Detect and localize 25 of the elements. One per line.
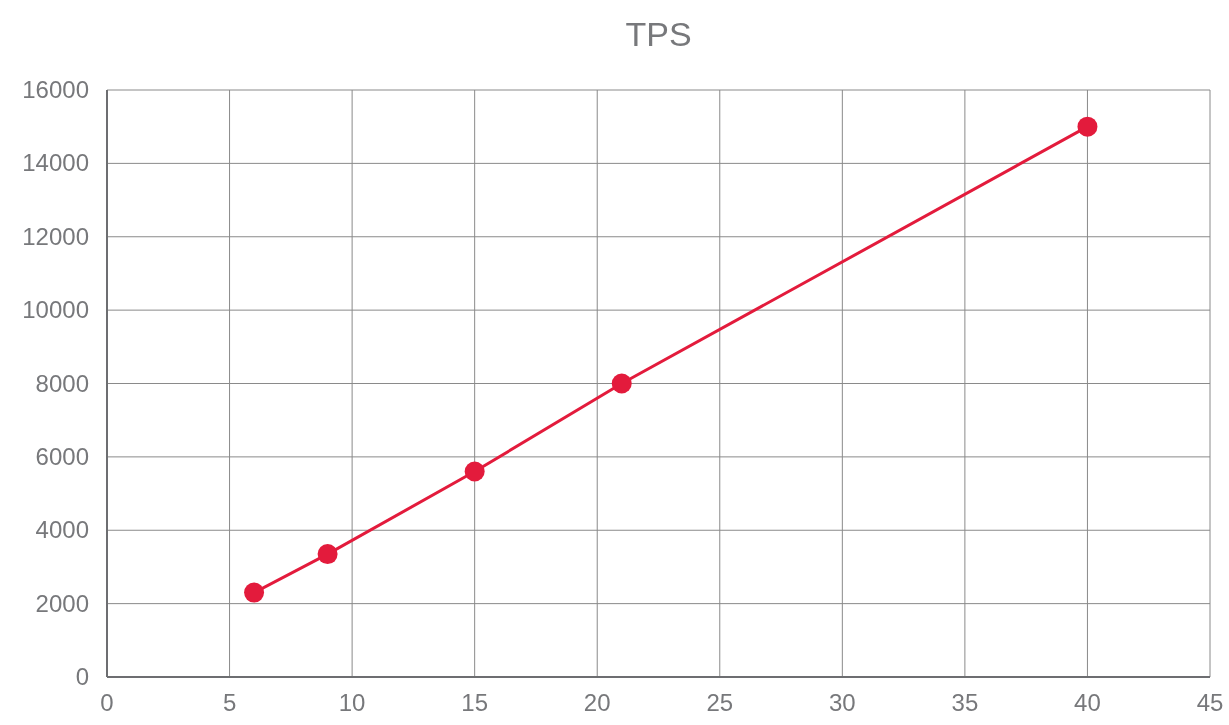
chart-title: TPS — [625, 15, 692, 53]
point — [1077, 116, 1098, 137]
y-tick-label: 8000 — [35, 369, 89, 397]
x-tick-label: 30 — [828, 689, 856, 716]
x-tick-label: 45 — [1196, 689, 1224, 716]
x-tick-label: 5 — [222, 689, 237, 716]
x-tick-label: 15 — [461, 689, 489, 716]
y-tick-label: 4000 — [35, 516, 89, 544]
point — [464, 461, 485, 482]
point — [611, 373, 632, 394]
x-tick-label: 40 — [1074, 689, 1101, 716]
point — [317, 544, 338, 565]
y-tick-label: 6000 — [35, 442, 89, 470]
x-tick-label: 25 — [706, 689, 734, 716]
point — [244, 582, 265, 603]
y-tick-label: 12000 — [22, 222, 89, 250]
x-tick-label: 20 — [583, 689, 611, 716]
x-tick-label: 10 — [338, 689, 366, 716]
x-tick-label: 35 — [951, 689, 979, 716]
x-tick-label: 0 — [100, 689, 114, 716]
y-tick-label: 0 — [75, 663, 89, 690]
y-tick-label: 2000 — [35, 589, 89, 617]
y-tick-label: 14000 — [22, 149, 89, 177]
y-tick-label: 16000 — [22, 76, 89, 103]
y-tick-label: 10000 — [22, 296, 89, 324]
